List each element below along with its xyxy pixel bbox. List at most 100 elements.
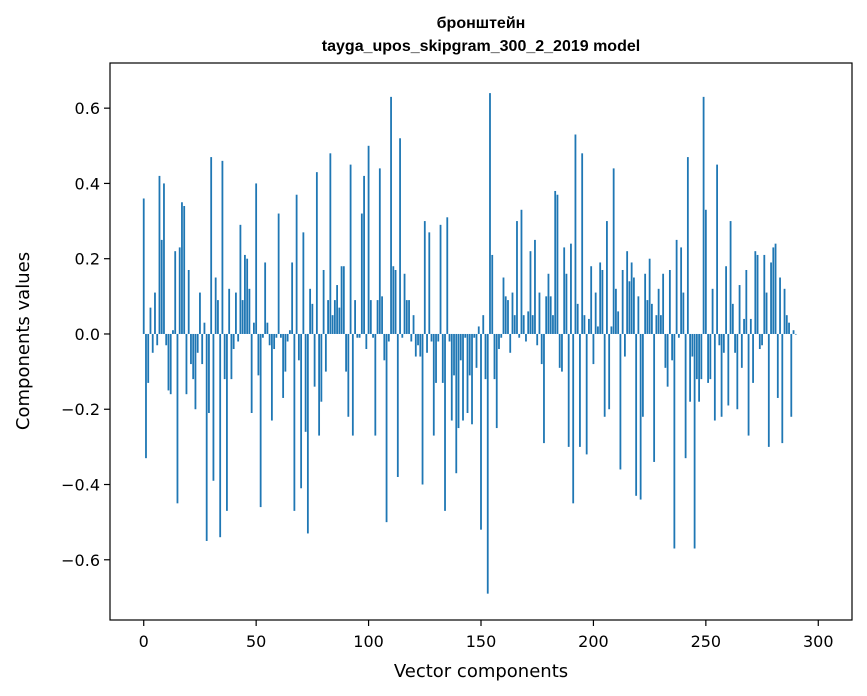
- bar: [446, 217, 449, 334]
- bar: [693, 333, 696, 549]
- y-tick-label: 0.2: [75, 250, 100, 269]
- bar: [628, 281, 631, 334]
- bar: [500, 333, 503, 338]
- bar: [516, 221, 518, 334]
- bar: [745, 269, 748, 334]
- bar: [668, 269, 671, 334]
- x-tick-label: 50: [246, 632, 266, 651]
- bar: [592, 333, 595, 365]
- bar: [396, 333, 399, 477]
- bar: [401, 333, 404, 338]
- bar: [347, 333, 350, 417]
- bar: [711, 288, 714, 334]
- bar: [259, 333, 262, 508]
- bar: [183, 206, 186, 334]
- bar: [174, 251, 177, 334]
- bar: [394, 269, 397, 334]
- bar: [351, 333, 354, 436]
- bar: [713, 333, 716, 421]
- bar: [423, 221, 426, 334]
- bar: [165, 333, 168, 346]
- bar: [378, 168, 381, 334]
- bar: [212, 333, 215, 481]
- bar: [336, 285, 338, 334]
- bar: [743, 318, 745, 334]
- bar: [673, 333, 676, 549]
- bar: [666, 333, 669, 387]
- bar: [367, 145, 370, 334]
- bar: [720, 333, 723, 417]
- bar: [752, 333, 754, 383]
- bar: [444, 333, 446, 511]
- bar: [482, 315, 485, 334]
- bar: [255, 183, 258, 334]
- bar: [156, 333, 159, 346]
- bar: [781, 333, 784, 444]
- bar: [354, 300, 356, 334]
- bar: [405, 300, 408, 334]
- bar: [534, 239, 536, 334]
- bar: [682, 292, 685, 334]
- bar: [190, 333, 192, 365]
- bar: [154, 292, 156, 334]
- bar: [149, 307, 152, 334]
- bar: [187, 269, 190, 334]
- bar: [567, 333, 570, 447]
- bar: [597, 326, 599, 334]
- bar: [374, 333, 377, 436]
- bar: [219, 333, 222, 538]
- bar: [421, 333, 424, 485]
- bar: [531, 315, 534, 334]
- bar: [462, 333, 464, 421]
- bar: [311, 303, 314, 334]
- bar: [776, 333, 779, 398]
- bar: [518, 333, 521, 338]
- bar: [770, 262, 772, 334]
- bar: [313, 333, 316, 387]
- bar: [349, 164, 352, 334]
- bar: [691, 333, 694, 357]
- x-tick-label: 300: [803, 632, 834, 651]
- bar: [270, 333, 273, 421]
- y-tick-label: 0.4: [75, 174, 100, 193]
- bar: [471, 333, 473, 425]
- bar: [657, 288, 660, 334]
- bar: [765, 292, 768, 334]
- bar: [794, 333, 797, 335]
- bar: [599, 262, 602, 334]
- bar: [527, 311, 530, 334]
- bar: [167, 333, 170, 391]
- x-tick-label: 0: [139, 632, 149, 651]
- bar: [383, 333, 386, 361]
- bar: [169, 333, 172, 395]
- bar: [547, 273, 550, 334]
- bar: [731, 303, 734, 334]
- bar: [785, 315, 788, 334]
- bar: [333, 300, 336, 334]
- bar: [210, 157, 213, 334]
- bar: [430, 333, 433, 342]
- bar: [414, 333, 417, 357]
- bar: [572, 333, 575, 504]
- bar: [686, 157, 689, 334]
- bar: [199, 292, 201, 334]
- bar: [734, 333, 736, 353]
- bar: [635, 333, 638, 496]
- bar: [196, 333, 199, 353]
- bar: [363, 175, 365, 334]
- bar: [767, 333, 770, 447]
- bar: [338, 307, 341, 334]
- bar: [610, 326, 613, 334]
- bar: [594, 292, 597, 334]
- bar: [700, 333, 703, 380]
- bar: [239, 224, 242, 334]
- bar: [302, 232, 305, 334]
- bar: [671, 333, 674, 361]
- bar: [698, 333, 700, 402]
- bar: [648, 258, 651, 334]
- bar: [689, 333, 692, 402]
- bar: [448, 333, 451, 342]
- bar: [756, 254, 759, 334]
- bar: [747, 333, 750, 436]
- bar: [477, 326, 480, 334]
